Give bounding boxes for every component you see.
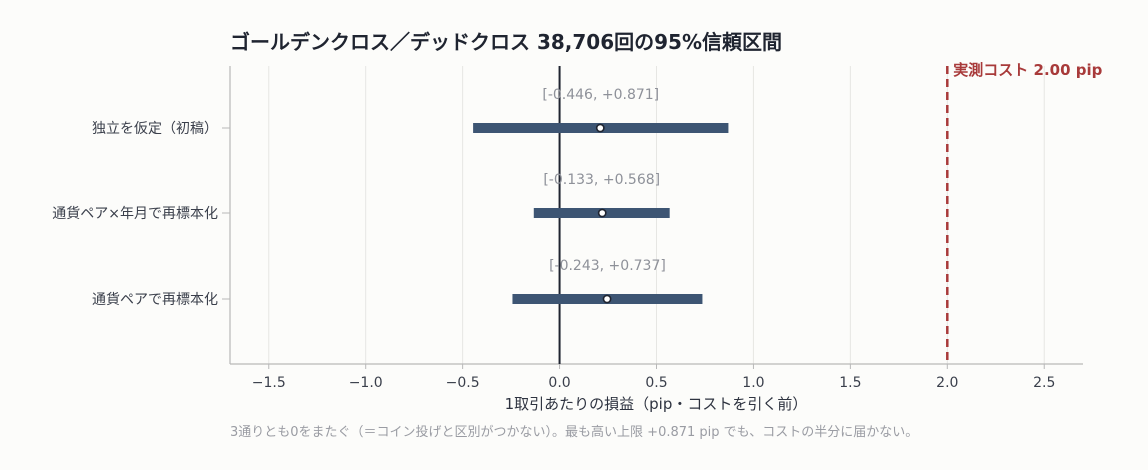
x-tick-label: 1.5 — [839, 375, 861, 391]
x-tick-label: −0.5 — [446, 375, 480, 391]
row-label: 独立を仮定（初稿） — [92, 120, 218, 137]
row-label: 通貨ペアで再標本化 — [92, 291, 218, 308]
ci-label: [-0.133, +0.568] — [543, 172, 660, 188]
cost-line-label: 実測コスト 2.00 pip — [953, 61, 1102, 79]
interval-rows: 独立を仮定（初稿） [-0.446, +0.871] 通貨ペア×年月で再標本化 [-0… — [52, 87, 729, 308]
x-tick-label: 2.5 — [1033, 375, 1055, 391]
x-tick-label: 1.0 — [742, 375, 764, 391]
point-estimate — [597, 208, 607, 218]
row-label: 通貨ペア×年月で再標本化 — [52, 205, 218, 222]
x-tick-label: 0.0 — [548, 375, 570, 391]
footnote: 3通りとも0をまたぐ（＝コイン投げと区別がつかない）。最も高い上限 +0.871… — [230, 424, 918, 440]
ci-label: [-0.243, +0.737] — [549, 258, 666, 274]
x-axis-label: 1取引あたりの損益（pip・コストを引く前） — [505, 395, 808, 413]
x-tick-label: −1.5 — [252, 375, 286, 391]
point-estimate — [602, 294, 612, 304]
point-estimate — [595, 123, 605, 133]
chart-title: ゴールデンクロス／デッドクロス 38,706回の95%信頼区間 — [230, 30, 782, 54]
x-ticks: −1.5 −1.0 −0.5 0.0 0.5 1.0 1.5 2.0 2.5 — [252, 364, 1055, 391]
reference-lines: 実測コスト 2.00 pip — [558, 61, 1103, 364]
x-tick-label: −1.0 — [349, 375, 383, 391]
x-tick-label: 0.5 — [645, 375, 667, 391]
ci-label: [-0.446, +0.871] — [542, 87, 659, 103]
x-tick-label: 2.0 — [936, 375, 958, 391]
